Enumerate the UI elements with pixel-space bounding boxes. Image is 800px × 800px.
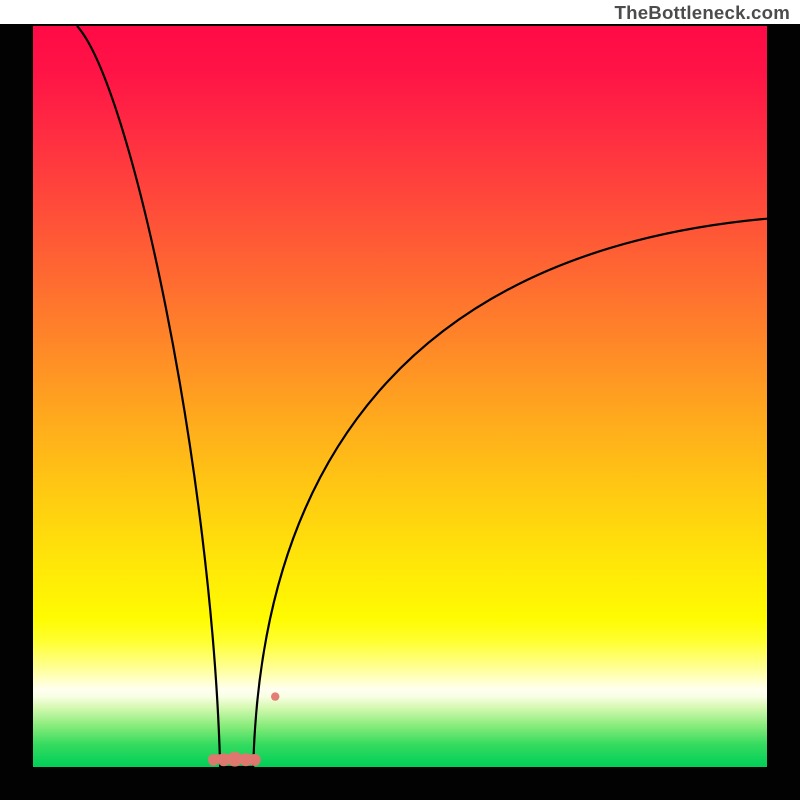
- plot-background: [33, 26, 767, 767]
- chart-svg: [0, 0, 800, 800]
- tolerance-marker-dot: [271, 692, 279, 700]
- chart-frame: TheBottleneck.com: [0, 0, 800, 800]
- watermark-text: TheBottleneck.com: [615, 2, 791, 24]
